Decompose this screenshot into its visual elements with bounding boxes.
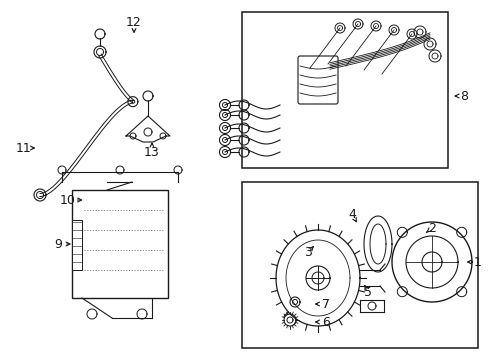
- Text: 1: 1: [473, 256, 481, 269]
- Text: 8: 8: [459, 90, 467, 103]
- FancyBboxPatch shape: [297, 56, 337, 104]
- Text: 10: 10: [60, 194, 76, 207]
- Text: 5: 5: [363, 285, 371, 298]
- Text: 11: 11: [16, 141, 32, 154]
- Bar: [72, 190, 168, 298]
- Bar: [242, 12, 447, 168]
- Bar: [72, 220, 82, 270]
- Text: 6: 6: [322, 315, 329, 328]
- Text: 3: 3: [304, 246, 311, 258]
- Text: 13: 13: [144, 145, 160, 158]
- Text: 12: 12: [126, 15, 142, 28]
- Text: 7: 7: [321, 297, 329, 310]
- Text: 4: 4: [347, 207, 355, 220]
- Text: 9: 9: [54, 238, 62, 251]
- Polygon shape: [126, 116, 170, 142]
- Bar: [242, 182, 477, 348]
- Text: 2: 2: [427, 221, 435, 234]
